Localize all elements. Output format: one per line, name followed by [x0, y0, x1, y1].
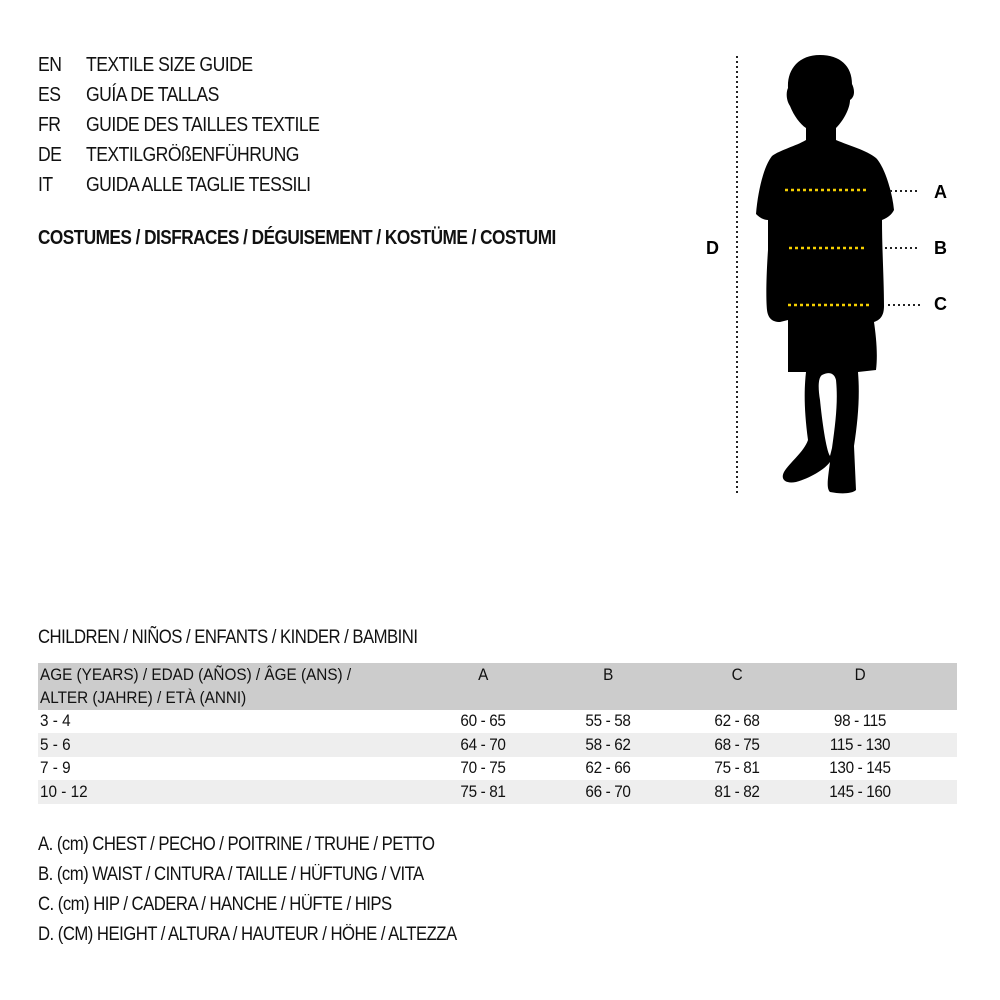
legend-item: C. (cm) HIP / CADERA / HANCHE / HÜFTE / … — [38, 894, 392, 915]
value-cell: 98 - 115 — [833, 711, 887, 730]
label-d: D — [706, 238, 719, 258]
header-col-d: D — [854, 665, 866, 684]
value-cell: 115 - 130 — [829, 735, 891, 754]
table-header — [38, 663, 957, 710]
age-cell: 5 - 6 — [40, 735, 71, 754]
value-cell: 55 - 58 — [585, 711, 631, 730]
value-cell: 60 - 65 — [460, 711, 506, 730]
guide-title: GUIDA ALLE TAGLIE TESSILI — [86, 174, 311, 196]
label-a: A — [934, 182, 947, 202]
age-cell: 7 - 9 — [40, 758, 71, 777]
guide-title: TEXTILGRÖßENFÜHRUNG — [86, 144, 299, 166]
value-cell: 62 - 66 — [585, 758, 631, 777]
value-cell: 64 - 70 — [460, 735, 506, 754]
value-cell: 62 - 68 — [714, 711, 760, 730]
header-age-line1: AGE (YEARS) / EDAD (AÑOS) / ÂGE (ANS) / — [40, 665, 352, 684]
value-cell: 145 - 160 — [829, 782, 891, 801]
header-col-a: A — [478, 665, 488, 684]
lang-code: FR — [38, 114, 61, 136]
table-caption: CHILDREN / NIÑOS / ENFANTS / KINDER / BA… — [38, 627, 418, 648]
value-cell: 70 - 75 — [460, 758, 506, 777]
measure-lines — [785, 188, 869, 307]
age-cell: 3 - 4 — [40, 711, 71, 730]
value-cell: 75 - 81 — [460, 782, 506, 801]
row-stripe — [38, 733, 957, 757]
age-cell: 10 - 12 — [40, 782, 88, 801]
legend-item: A. (cm) CHEST / PECHO / POITRINE / TRUHE… — [38, 834, 435, 855]
value-cell: 68 - 75 — [714, 735, 760, 754]
legend-item: D. (CM) HEIGHT / ALTURA / HAUTEUR / HÖHE… — [38, 924, 457, 945]
value-cell: 75 - 81 — [714, 758, 760, 777]
label-c: C — [934, 294, 947, 314]
leader-lines — [885, 190, 920, 306]
lang-code: IT — [38, 174, 53, 196]
child-silhouette — [756, 55, 894, 494]
value-cell: 130 - 145 — [829, 758, 891, 777]
lang-code: ES — [38, 84, 61, 106]
guide-title: TEXTILE SIZE GUIDE — [86, 54, 253, 76]
value-cell: 66 - 70 — [585, 782, 631, 801]
guide-title: GUÍA DE TALLAS — [86, 84, 219, 106]
lang-code: DE — [38, 144, 62, 166]
label-b: B — [934, 238, 947, 258]
header-col-b: B — [603, 665, 613, 684]
value-cell: 81 - 82 — [714, 782, 760, 801]
value-cell: 58 - 62 — [585, 735, 631, 754]
guide-title: GUIDE DES TAILLES TEXTILE — [86, 114, 320, 136]
header-age-line2: ALTER (JAHRE) / ETÀ (ANNI) — [40, 688, 247, 707]
legend-item: B. (cm) WAIST / CINTURA / TAILLE / HÜFTU… — [38, 864, 424, 885]
row-stripe — [38, 780, 957, 804]
child-silhouette-figure: A B C D — [706, 55, 947, 494]
lang-code: EN — [38, 54, 62, 76]
header-col-c: C — [731, 665, 743, 684]
category-heading: COSTUMES / DISFRACES / DÉGUISEMENT / KOS… — [38, 227, 556, 249]
